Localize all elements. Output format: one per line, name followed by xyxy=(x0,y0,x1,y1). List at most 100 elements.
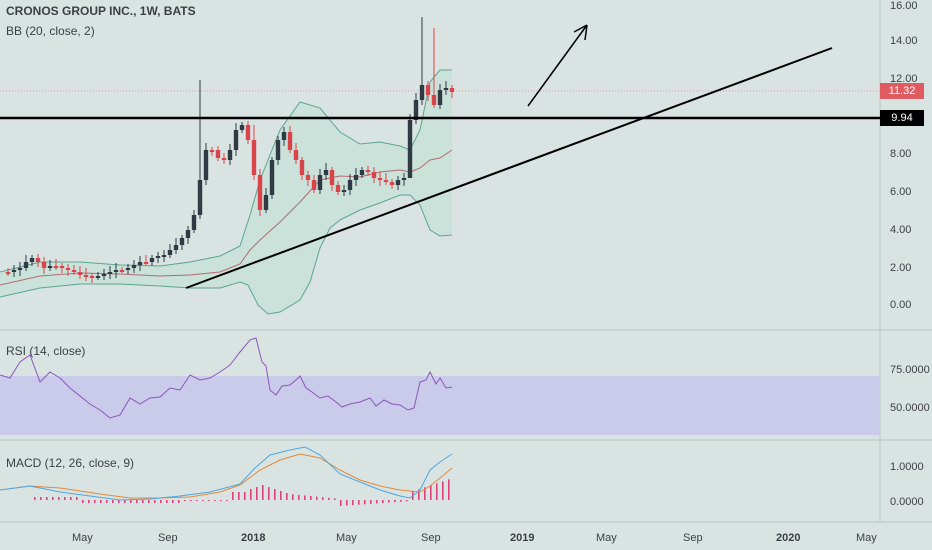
candle-body xyxy=(413,100,419,120)
candle-body xyxy=(263,195,269,210)
macd-hist-bar xyxy=(94,500,96,503)
rsi-axis-label: 75.0000 xyxy=(890,364,930,376)
candle-body xyxy=(245,125,251,140)
time-axis-label: May xyxy=(336,532,357,544)
macd-hist-bar xyxy=(328,497,330,500)
price-axis-label: 6.00 xyxy=(890,186,912,198)
candle-body xyxy=(233,130,239,150)
candle-body xyxy=(191,215,197,230)
rsi-axis-label: 50.0000 xyxy=(890,402,930,414)
candle-body xyxy=(347,180,353,190)
macd-hist-bar xyxy=(406,500,408,502)
candle-body xyxy=(29,258,35,262)
candlestick-series xyxy=(5,17,455,283)
rsi-indicator-label[interactable]: RSI (14, close) xyxy=(6,344,86,358)
candle-body xyxy=(341,190,347,192)
time-axis-label: May xyxy=(72,532,93,544)
level-price-tag: 9.94 xyxy=(880,110,924,126)
candle-body xyxy=(101,274,107,276)
macd-hist-bar xyxy=(34,497,36,500)
support-trendline[interactable] xyxy=(185,47,833,289)
bb-band-fill xyxy=(0,70,452,314)
candle-body xyxy=(269,160,275,195)
candle-body xyxy=(443,88,449,90)
macd-hist-bar xyxy=(262,485,264,500)
macd-hist-bar xyxy=(322,497,324,500)
candle-body xyxy=(215,150,221,158)
macd-hist-bar xyxy=(370,500,372,504)
candle-body xyxy=(107,272,113,274)
bb-indicator-label[interactable]: BB (20, close, 2) xyxy=(6,24,95,38)
candle-body xyxy=(89,276,95,278)
macd-hist-bar xyxy=(400,500,402,502)
macd-hist-bar xyxy=(136,500,138,503)
macd-hist-bar xyxy=(202,500,204,501)
macd-hist-bar xyxy=(376,500,378,504)
macd-hist-bar xyxy=(52,497,54,500)
macd-hist-bar xyxy=(418,489,420,500)
macd-hist-bar xyxy=(310,496,312,500)
macd-hist-bar xyxy=(358,500,360,505)
candle-body xyxy=(11,270,17,272)
macd-hist-bar xyxy=(394,500,396,503)
up-arrow-drawing[interactable] xyxy=(527,24,588,107)
candle-body xyxy=(437,90,443,105)
macd-hist-bar xyxy=(100,500,102,503)
macd-hist-bar xyxy=(154,500,156,503)
rsi-line xyxy=(0,337,453,419)
macd-hist-bar xyxy=(70,497,72,500)
candle-body xyxy=(419,85,425,100)
macd-hist-bar xyxy=(430,485,432,500)
macd-hist-bar xyxy=(190,500,192,501)
macd-hist-bar xyxy=(388,500,390,503)
candle-body xyxy=(83,275,89,277)
candle-body xyxy=(311,180,317,190)
macd-hist-bar xyxy=(256,487,258,500)
macd-hist-bar xyxy=(250,489,252,500)
candle-body xyxy=(161,255,167,257)
candle-body xyxy=(425,85,431,95)
candle-body xyxy=(407,120,413,178)
candle-body xyxy=(251,140,257,175)
macd-axis-label: 1.0000 xyxy=(890,461,924,473)
candle-body xyxy=(209,150,215,152)
candle-body xyxy=(293,150,299,160)
macd-hist-bar xyxy=(178,500,180,503)
macd-hist-bar xyxy=(298,494,300,500)
time-axis-label: Sep xyxy=(421,532,441,544)
candle-body xyxy=(281,132,287,140)
candle-body xyxy=(41,262,47,268)
bb-lower-band xyxy=(0,194,453,315)
macd-hist-bar xyxy=(130,500,132,503)
macd-hist-bar xyxy=(226,500,228,501)
candle-body xyxy=(179,238,185,245)
macd-indicator-label[interactable]: MACD (12, 26, close, 9) xyxy=(6,456,135,470)
macd-hist-bar xyxy=(214,500,216,501)
time-axis-label: 2018 xyxy=(241,532,266,544)
time-axis-label: 2019 xyxy=(510,532,535,544)
macd-hist-bar xyxy=(118,500,120,503)
macd-hist-bar xyxy=(172,500,174,503)
macd-histogram xyxy=(34,479,450,506)
macd-hist-bar xyxy=(232,492,234,500)
macd-hist-bar xyxy=(106,500,108,503)
price-axis-label: 8.00 xyxy=(890,148,912,160)
candle-body xyxy=(431,95,437,105)
candle-body xyxy=(77,272,83,275)
macd-axis-label: 0.0000 xyxy=(890,496,924,508)
candle-body xyxy=(173,245,179,250)
candle-body xyxy=(383,180,389,182)
candle-body xyxy=(395,180,401,185)
macd-hist-bar xyxy=(58,497,60,500)
price-axis-label: 16.00 xyxy=(890,0,918,12)
candle-body xyxy=(155,256,161,258)
price-axis-label: 4.00 xyxy=(890,224,912,236)
macd-hist-bar xyxy=(436,483,438,500)
candle-body xyxy=(149,258,155,262)
candle-body xyxy=(125,268,131,270)
candle-body xyxy=(359,170,365,175)
candle-body xyxy=(185,230,191,238)
macd-hist-bar xyxy=(346,500,348,506)
time-axis-label: May xyxy=(596,532,617,544)
